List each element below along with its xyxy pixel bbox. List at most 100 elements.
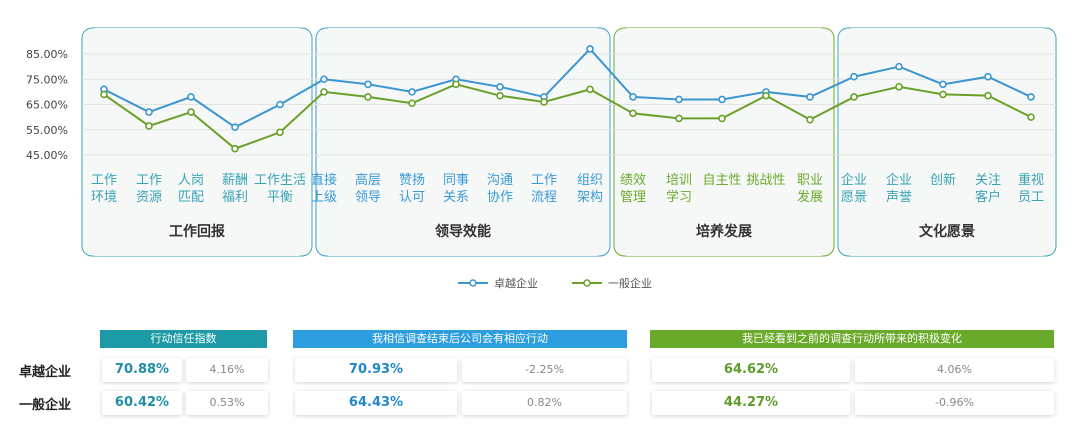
group-label: 文化愿景	[919, 223, 975, 240]
legend-label: 一般企业	[608, 276, 652, 290]
category-label: 关注	[975, 173, 1001, 188]
category-label: 架构	[577, 190, 603, 205]
row-label-general: 一般企业	[18, 398, 71, 413]
data-point	[675, 114, 683, 123]
data-point	[408, 99, 416, 108]
data-point	[850, 93, 858, 101]
data-point	[675, 95, 683, 104]
category-label: 员工	[1018, 190, 1044, 205]
data-point	[231, 144, 239, 153]
row-label-excellent: 卓越企业	[18, 365, 71, 380]
category-label: 组织	[577, 173, 603, 188]
data-point	[1027, 93, 1035, 101]
category-label: 同事	[443, 173, 469, 188]
cell-value: 70.93%	[295, 358, 457, 382]
cell-value: 0.53%	[186, 391, 268, 415]
data-point	[364, 80, 372, 89]
category-label: 学习	[666, 189, 692, 205]
category-label: 绩效	[620, 173, 646, 188]
series-line	[103, 47, 1032, 129]
category-label: 发展	[797, 189, 823, 205]
data-point	[806, 93, 814, 101]
data-point	[276, 100, 284, 109]
category-label: 认可	[399, 190, 425, 205]
group-panel-fill	[844, 28, 1050, 256]
series-line	[103, 83, 1032, 150]
category-label: 愿景	[841, 190, 867, 205]
category-label: 工作	[91, 173, 117, 188]
category-label: 管理	[620, 190, 646, 205]
data-point	[718, 114, 726, 123]
header-trust-index: 行动信任指数	[100, 330, 267, 348]
legend-marker	[469, 279, 477, 287]
category-label: 工作	[136, 173, 162, 188]
category-label: 高层	[355, 172, 381, 188]
data-point	[586, 45, 594, 53]
category-label: 福利	[222, 190, 248, 205]
data-point	[586, 85, 594, 94]
data-point	[806, 115, 814, 124]
category-label: 创新	[930, 172, 956, 188]
category-label: 环境	[91, 190, 117, 205]
header-believe-action: 我相信调查结束后公司会有相应行动	[293, 330, 627, 348]
category-label: 协作	[487, 190, 513, 205]
category-label: 工作生活	[254, 173, 306, 188]
cell-value: -2.25%	[462, 358, 627, 382]
data-point	[187, 108, 195, 116]
category-label: 客户	[975, 189, 1001, 205]
data-point	[320, 75, 328, 84]
data-point	[629, 109, 637, 118]
cell-value: -0.96%	[855, 391, 1054, 415]
data-point	[145, 108, 153, 116]
data-point	[984, 72, 992, 81]
category-label: 领导	[355, 190, 381, 205]
category-label: 工作	[531, 173, 557, 188]
legend-label: 卓越企业	[494, 276, 538, 290]
cell-value: 4.06%	[855, 358, 1054, 382]
group-label: 培养发展	[696, 223, 752, 240]
category-label: 资源	[136, 190, 162, 205]
data-point	[939, 80, 947, 89]
category-label: 关系	[443, 190, 469, 205]
legend-marker	[583, 279, 591, 287]
group-label: 工作回报	[169, 223, 225, 240]
data-point	[718, 95, 726, 104]
category-label: 企业	[886, 172, 912, 188]
data-point	[145, 122, 153, 130]
data-point	[364, 93, 372, 101]
y-tick-label: 75.00%	[26, 73, 68, 86]
category-label: 挑战性	[746, 173, 785, 188]
header-seen-change: 我已经看到之前的调查行动所带来的积极变化	[650, 330, 1054, 348]
category-label: 自主性	[702, 173, 741, 188]
category-label: 人岗	[178, 173, 204, 188]
data-point	[1027, 113, 1035, 121]
cell-value: 60.42%	[102, 391, 182, 415]
y-tick-label: 65.00%	[26, 99, 68, 112]
data-point	[939, 90, 947, 99]
data-point	[496, 83, 504, 91]
group-label: 领导效能	[435, 223, 491, 240]
data-point	[452, 80, 460, 89]
group-panel-fill	[88, 28, 306, 256]
cell-value: 64.43%	[295, 391, 457, 415]
category-label: 上级	[311, 190, 337, 205]
cell-value: 0.82%	[462, 391, 627, 415]
category-label: 平衡	[267, 190, 293, 205]
data-point	[496, 91, 504, 100]
data-point	[408, 88, 416, 96]
category-label: 匹配	[178, 190, 204, 205]
data-point	[540, 98, 548, 106]
data-point	[231, 123, 239, 132]
y-tick-label: 85.00%	[26, 48, 68, 61]
data-point	[895, 62, 903, 71]
data-point	[895, 83, 903, 91]
data-point	[984, 91, 992, 100]
cell-value: 70.88%	[102, 358, 182, 382]
cell-value: 64.62%	[652, 358, 850, 382]
group-panel-fill	[620, 28, 828, 256]
category-label: 薪酬	[222, 173, 248, 188]
cell-value: 4.16%	[186, 358, 268, 382]
category-label: 培训	[666, 172, 692, 188]
category-label: 企业	[841, 172, 867, 188]
